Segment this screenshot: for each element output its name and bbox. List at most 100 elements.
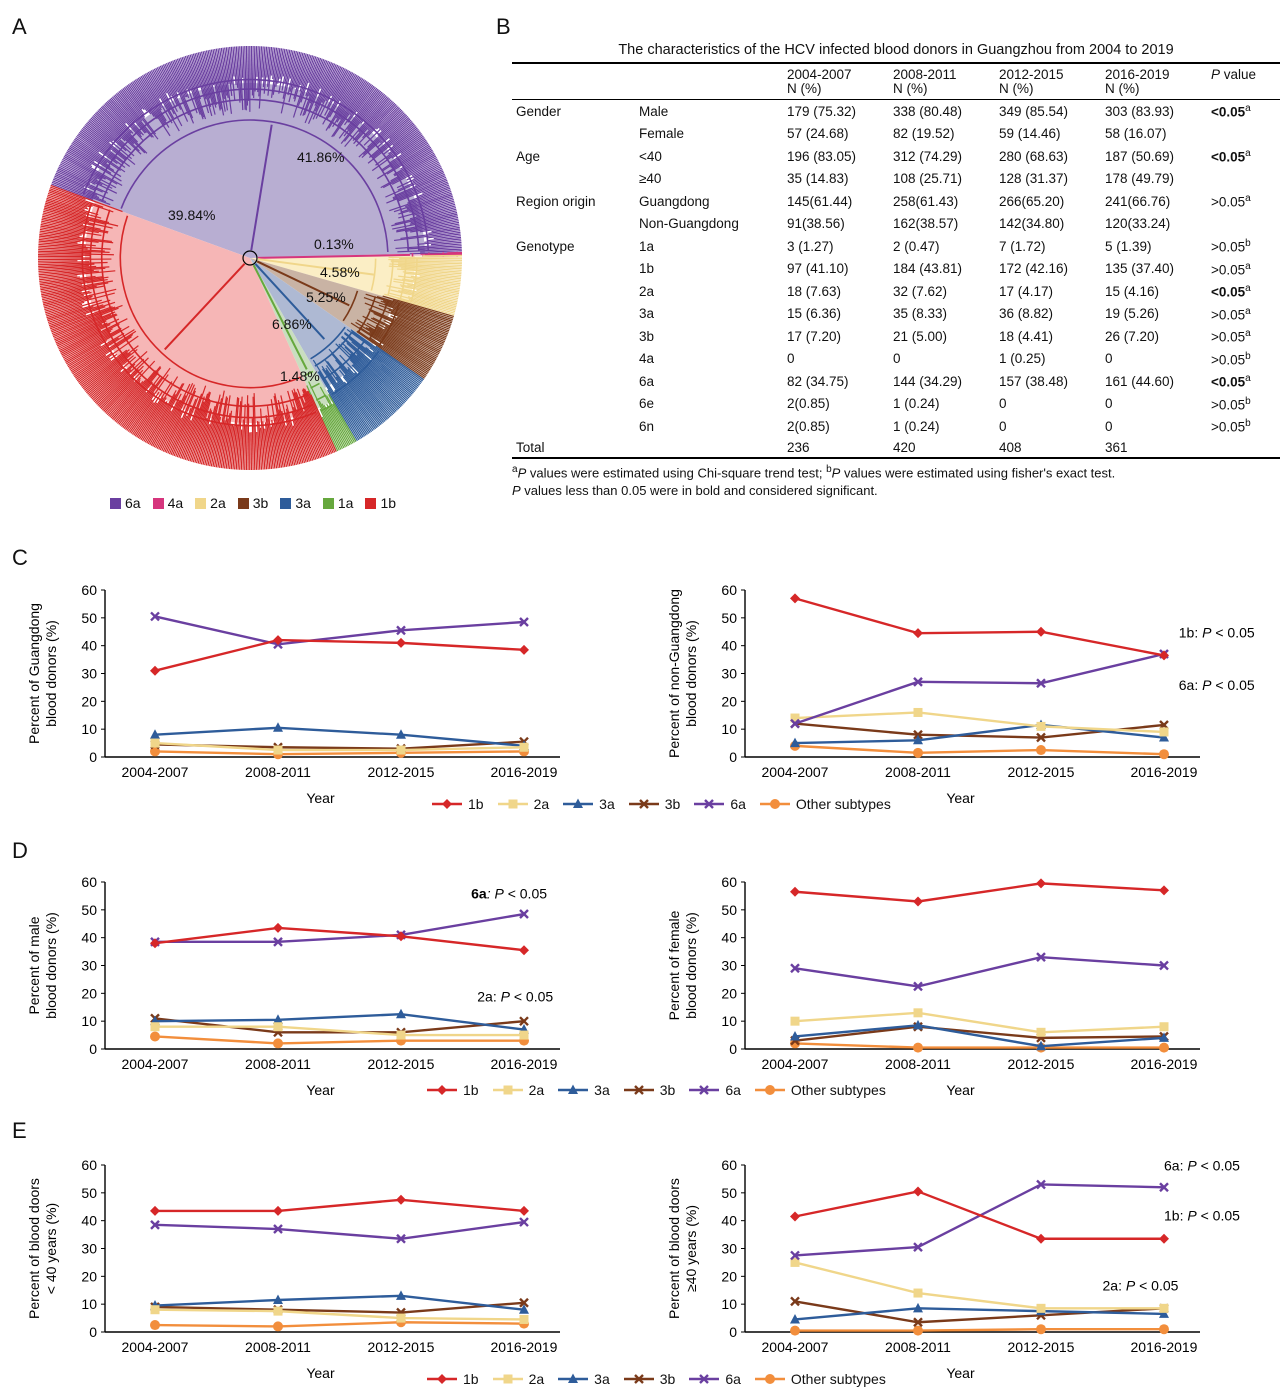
p-value-cell: >0.05b xyxy=(1211,350,1251,368)
marker-diamond xyxy=(1036,878,1046,889)
marker-circle xyxy=(913,1042,923,1053)
clade-branches-3b xyxy=(256,260,454,381)
table-cell: 241(66.76) xyxy=(1105,193,1171,209)
legend-line-marker xyxy=(492,1085,523,1095)
table-cell: 17 (7.20) xyxy=(787,328,842,344)
legend-line-marker xyxy=(558,1373,589,1383)
marker-cross xyxy=(790,718,800,729)
marker-cross xyxy=(273,1224,283,1234)
series-3a xyxy=(790,1302,1169,1324)
marker-circle xyxy=(150,746,160,757)
table-cell: 17 (4.17) xyxy=(999,283,1054,299)
legend-label: 1b xyxy=(463,1371,479,1387)
col-header: 2004-2007 N (%) xyxy=(783,66,889,100)
y-tick-label: 40 xyxy=(81,930,97,946)
col-header: 2016-2019 N (%) xyxy=(1101,66,1207,100)
marker-cross xyxy=(790,963,800,974)
legend-line-marker xyxy=(497,799,528,809)
series-line xyxy=(154,741,525,752)
marker-square xyxy=(396,1030,406,1040)
clade-shading-1a xyxy=(250,258,333,409)
significance-annotation: 6a: P < 0.05 xyxy=(1179,677,1255,693)
tree-legend: 6a 4a 2a 3b 3a 1a 1b xyxy=(110,495,396,511)
legend-line-marker xyxy=(492,1374,523,1384)
marker-square xyxy=(913,1288,923,1298)
y-tick-label: 10 xyxy=(721,721,737,737)
legend-label: Other subtypes xyxy=(795,796,891,812)
row-category: Guangdong xyxy=(639,193,710,209)
marker-triangle xyxy=(396,1008,406,1019)
series-line xyxy=(154,1294,525,1311)
panel-letter-b: B xyxy=(496,14,511,39)
table-cell: 128 (31.37) xyxy=(999,171,1069,187)
table-cell: 258(61.43) xyxy=(893,193,959,209)
marker-diamond xyxy=(519,945,529,956)
significance-annotation: 6a: P < 0.05 xyxy=(471,886,547,902)
row-group: Region origin xyxy=(516,193,596,209)
table-cell: 3 (1.27) xyxy=(787,238,834,254)
series-line xyxy=(794,711,1165,734)
marker-cross xyxy=(633,1085,644,1095)
legend-item-3b: 3b xyxy=(627,796,680,812)
y-tick-label: 0 xyxy=(729,1041,737,1057)
table-cell: 1 (0.24) xyxy=(893,396,940,412)
legend-line-marker xyxy=(694,799,725,809)
table-cell: 58 (16.07) xyxy=(1105,126,1167,142)
legend-label: 2a xyxy=(528,1082,545,1098)
marker-circle xyxy=(769,799,780,809)
legend-line-marker xyxy=(427,1374,457,1384)
legend-item-3b: 3b xyxy=(622,1371,675,1387)
y-axis-label: Percent of blood doors≥40 years (%) xyxy=(666,1178,699,1319)
table-cell: 26 (7.20) xyxy=(1105,328,1160,344)
marker-circle xyxy=(273,1321,283,1332)
table-cell: 144 (34.29) xyxy=(893,373,963,389)
tree-percent-label: 41.86% xyxy=(297,149,344,165)
row-group: Total xyxy=(512,437,635,459)
y-tick-label: 0 xyxy=(89,1041,97,1057)
table-row: 6a 82 (34.75) 144 (34.29) 157 (38.48) 161 (4… xyxy=(512,370,1280,393)
marker-triangle xyxy=(1036,1040,1046,1051)
table-row: 3a 15 (6.36) 35 (8.33) 36 (8.82) 19 (5.26) >0… xyxy=(512,303,1280,326)
x-tick-label: 2008-2011 xyxy=(245,1339,311,1355)
series-line xyxy=(154,1301,525,1314)
table-row: 1b 97 (41.10) 184 (43.81) 172 (42.16) 135 (3… xyxy=(512,258,1280,281)
characteristics-table-panel: The characteristics of the HCV infected … xyxy=(512,42,1280,500)
series-2a xyxy=(150,738,529,755)
series-1b xyxy=(150,922,529,956)
series-line xyxy=(794,1025,1165,1042)
x-tick-label: 2016-2019 xyxy=(491,764,558,780)
y-tick-label: 50 xyxy=(721,902,737,918)
legend-item-3b: 3b xyxy=(622,1082,675,1098)
legend-swatch xyxy=(322,498,334,509)
p-value-cell: <0.05a xyxy=(1211,373,1251,390)
table-cell: 179 (75.32) xyxy=(787,103,857,119)
marker-cross xyxy=(638,799,649,809)
series-line xyxy=(794,955,1165,988)
marker-square xyxy=(790,1257,800,1267)
panel-letter-e: E xyxy=(12,1118,27,1143)
x-axis-label: Year xyxy=(306,790,335,806)
legend-item-3a: 3a xyxy=(556,1082,610,1098)
series-line xyxy=(794,1011,1165,1034)
marker-cross xyxy=(396,625,406,636)
x-tick-label: 2012-2015 xyxy=(368,1056,435,1072)
y-tick-label: 50 xyxy=(81,1185,97,1201)
series-line xyxy=(794,723,1165,745)
marker-diamond xyxy=(913,628,923,639)
table-note-1: aP values were estimated using Chi-squar… xyxy=(512,463,1116,480)
series-line xyxy=(795,1328,1164,1332)
row-group xyxy=(512,168,635,191)
significance-annotation: 2a: P < 0.05 xyxy=(1103,1277,1179,1293)
chart-d-female: 0 10 20 30 40 50 60 2004-2007 2008-2011 2012-2015… xyxy=(640,862,1280,1107)
y-tick-label: 20 xyxy=(721,1268,737,1284)
marker-square xyxy=(396,745,406,755)
legend-item-3a: 3a xyxy=(561,796,615,812)
marker-triangle xyxy=(913,1019,923,1030)
table-cell: 0 xyxy=(999,396,1007,412)
y-tick-label: 10 xyxy=(721,1296,737,1312)
y-tick-label: 30 xyxy=(721,1241,737,1257)
marker-square xyxy=(508,799,518,809)
x-axis-label: Year xyxy=(306,1082,335,1098)
marker-square xyxy=(519,742,529,752)
p-value-cell: >0.05a xyxy=(1211,328,1251,345)
